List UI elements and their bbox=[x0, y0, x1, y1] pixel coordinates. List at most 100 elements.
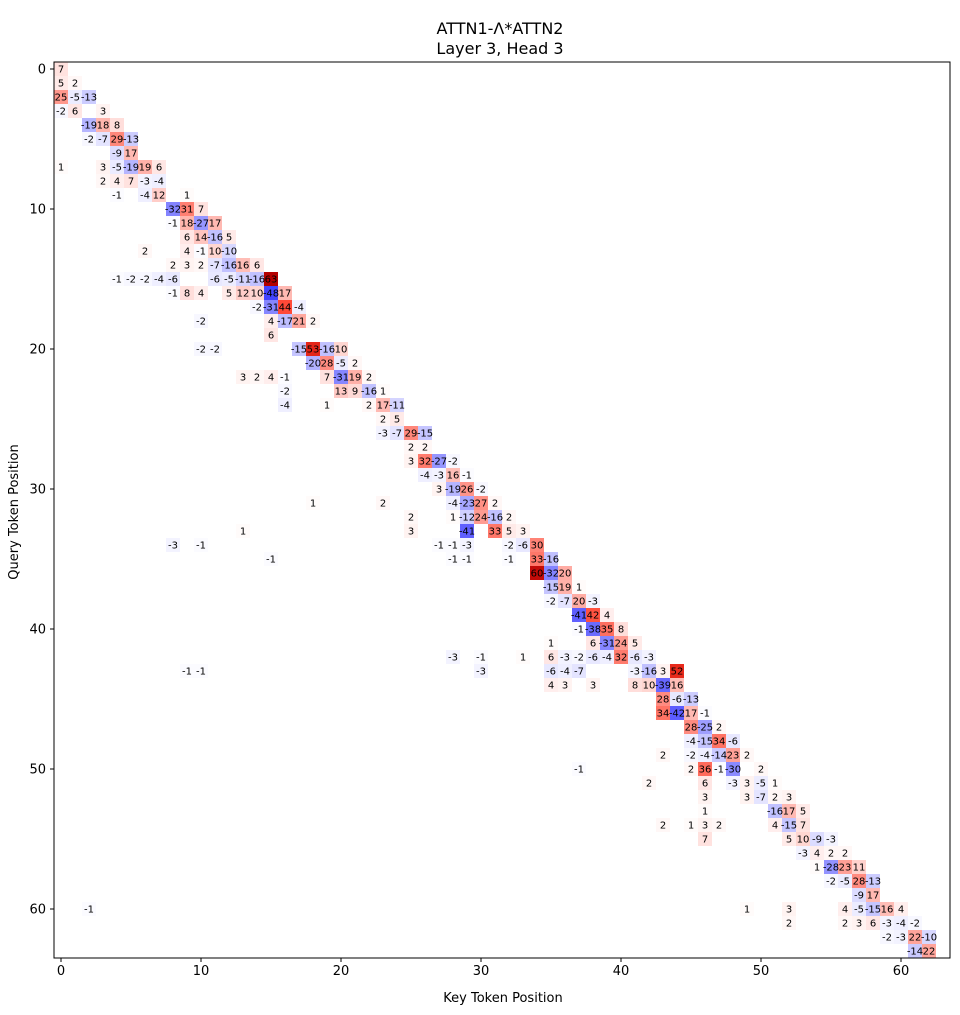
cell-value-label: -1 bbox=[714, 765, 724, 776]
cell-value-label: 3 bbox=[702, 793, 708, 804]
cell-value-label: 2 bbox=[492, 499, 498, 510]
cell-value-label: 18 bbox=[97, 121, 110, 132]
cell-value-label: 4 bbox=[198, 289, 204, 300]
heatmap-cell bbox=[152, 174, 166, 188]
cell-value-label: -2 bbox=[280, 387, 290, 398]
heatmap-cell bbox=[264, 328, 278, 342]
heatmap-cell bbox=[838, 874, 852, 888]
heatmap-cell bbox=[110, 174, 124, 188]
cell-value-label: 2 bbox=[408, 513, 414, 524]
heatmap-cell bbox=[166, 272, 180, 286]
cell-value-label: -3 bbox=[896, 933, 906, 944]
cell-value-label: -17 bbox=[277, 317, 293, 328]
heatmap-cell bbox=[236, 258, 250, 272]
heatmap-cell bbox=[656, 818, 670, 832]
heatmap-cell bbox=[852, 916, 866, 930]
cell-value-label: -1 bbox=[574, 625, 584, 636]
cell-value-label: 5 bbox=[506, 527, 512, 538]
cell-value-label: -4 bbox=[294, 303, 304, 314]
cell-value-label: 11 bbox=[853, 863, 866, 874]
cell-value-label: 4 bbox=[114, 177, 120, 188]
cell-value-label: 32 bbox=[615, 653, 628, 664]
heatmap-cell bbox=[474, 510, 488, 524]
heatmap-cell bbox=[432, 482, 446, 496]
heatmap-cell bbox=[446, 496, 460, 510]
heatmap-cell bbox=[418, 454, 432, 468]
cell-value-label: 6 bbox=[702, 779, 708, 790]
heatmap-cell bbox=[726, 734, 740, 748]
cell-value-label: -15 bbox=[417, 429, 433, 440]
heatmap-cell bbox=[292, 300, 306, 314]
cell-value-label: 33 bbox=[531, 555, 544, 566]
cell-value-label: -4 bbox=[154, 275, 164, 286]
heatmap-cell bbox=[628, 664, 642, 678]
heatmap-cell bbox=[418, 426, 432, 440]
y-tick-label: 60 bbox=[29, 903, 46, 918]
x-axis-ticks: 0 10 20 30 40 50 60 bbox=[57, 958, 909, 979]
cell-value-label: -2 bbox=[882, 933, 892, 944]
cell-value-label: 2 bbox=[170, 261, 176, 272]
cell-value-label: 3 bbox=[702, 821, 708, 832]
cell-value-label: -1 bbox=[574, 765, 584, 776]
cell-value-label: -3 bbox=[826, 835, 836, 846]
heatmap-cell bbox=[334, 384, 348, 398]
cell-value-label: 17 bbox=[783, 807, 796, 818]
cell-value-label: 6 bbox=[72, 107, 78, 118]
heatmap-cell bbox=[600, 622, 614, 636]
cell-value-label: 2 bbox=[422, 443, 428, 454]
heatmap-cell bbox=[684, 706, 698, 720]
heatmap-cell bbox=[82, 118, 96, 132]
cell-value-label: 26 bbox=[461, 485, 474, 496]
heatmap-cell bbox=[698, 762, 712, 776]
cell-value-label: 6 bbox=[548, 653, 554, 664]
heatmap-cell bbox=[96, 132, 110, 146]
heatmap-cell bbox=[698, 832, 712, 846]
heatmap-cell bbox=[334, 370, 348, 384]
heatmap-cell bbox=[852, 902, 866, 916]
cell-value-label: 17 bbox=[867, 891, 880, 902]
cell-value-label: -11 bbox=[389, 401, 405, 412]
y-tick-label: 0 bbox=[38, 63, 46, 78]
cell-value-label: 1 bbox=[240, 527, 246, 538]
heatmap-cell bbox=[96, 174, 110, 188]
cell-value-label: 2 bbox=[198, 261, 204, 272]
cell-value-label: -19 bbox=[445, 485, 461, 496]
cell-value-label: -39 bbox=[655, 681, 671, 692]
cell-value-label: 2 bbox=[646, 779, 652, 790]
cell-value-label: -6 bbox=[546, 667, 556, 678]
cell-value-label: -3 bbox=[630, 667, 640, 678]
heatmap-cell bbox=[264, 314, 278, 328]
heatmap-cell bbox=[124, 146, 138, 160]
cell-value-label: 2 bbox=[366, 373, 372, 384]
cell-value-label: -31 bbox=[333, 373, 349, 384]
cell-value-label: -16 bbox=[641, 667, 657, 678]
heatmap-cell bbox=[544, 650, 558, 664]
heatmap-cell bbox=[376, 496, 390, 510]
cell-value-label: -6 bbox=[728, 737, 738, 748]
heatmap-cell bbox=[474, 496, 488, 510]
cell-value-label: -2 bbox=[252, 303, 262, 314]
heatmap-cell bbox=[194, 314, 208, 328]
heatmap-cell bbox=[586, 650, 600, 664]
heatmap-cell bbox=[502, 524, 516, 538]
heatmap-cell bbox=[292, 342, 306, 356]
heatmap-cell bbox=[194, 342, 208, 356]
heatmap-cell bbox=[82, 132, 96, 146]
heatmap-cell bbox=[348, 370, 362, 384]
cell-value-label: -25 bbox=[697, 723, 713, 734]
cell-value-label: -30 bbox=[725, 765, 741, 776]
cell-value-label: -3 bbox=[434, 471, 444, 482]
heatmap-cell bbox=[698, 818, 712, 832]
heatmap-cell bbox=[698, 790, 712, 804]
cell-value-label: -13 bbox=[865, 877, 881, 888]
heatmap-cell bbox=[404, 440, 418, 454]
cell-value-label: 12 bbox=[153, 191, 166, 202]
cell-value-label: 3 bbox=[562, 681, 568, 692]
cell-value-label: 2 bbox=[716, 723, 722, 734]
heatmap-cell bbox=[782, 916, 796, 930]
heatmap-cell bbox=[334, 342, 348, 356]
heatmap-cell bbox=[544, 594, 558, 608]
cell-value-label: -1 bbox=[112, 191, 122, 202]
cell-value-label: -5 bbox=[112, 163, 122, 174]
